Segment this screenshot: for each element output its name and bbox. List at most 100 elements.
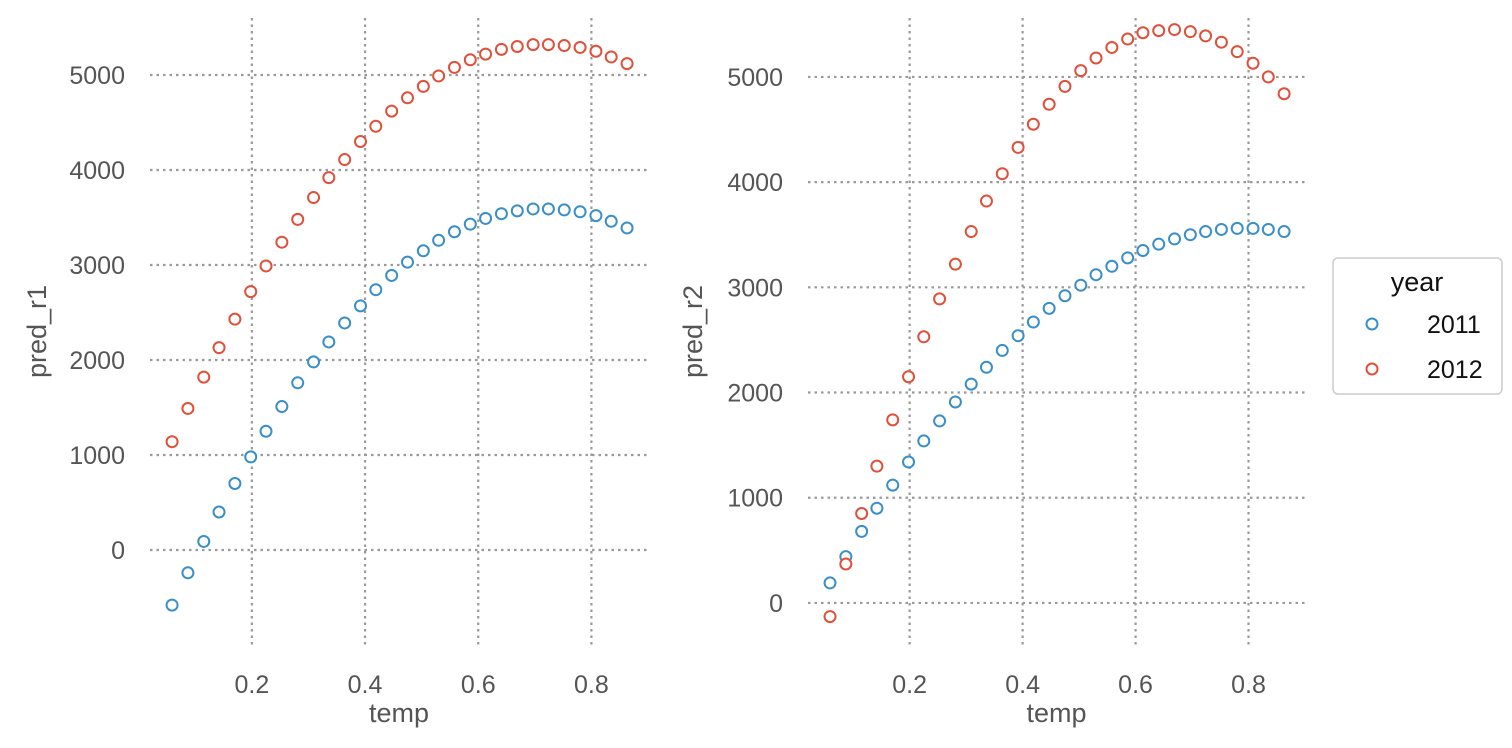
point-2012 bbox=[197, 370, 211, 384]
point-2011 bbox=[510, 204, 524, 218]
y-axis-label: pred_r1 bbox=[22, 285, 52, 378]
point-2011 bbox=[526, 202, 540, 216]
point-2012 bbox=[338, 153, 352, 167]
point-2012 bbox=[1168, 23, 1182, 37]
x-tick-label: 0.2 bbox=[234, 671, 269, 699]
point-2012 bbox=[1183, 25, 1197, 39]
point-2012 bbox=[979, 194, 993, 208]
y-axis-label: pred_r2 bbox=[678, 285, 708, 378]
point-2011 bbox=[604, 214, 618, 228]
point-2011 bbox=[416, 244, 430, 258]
point-2011 bbox=[964, 377, 978, 391]
point-2011 bbox=[1136, 243, 1150, 257]
y-tick-label: 2000 bbox=[727, 380, 783, 408]
point-2011 bbox=[855, 524, 869, 538]
point-2012 bbox=[181, 401, 195, 415]
point-2011 bbox=[228, 477, 242, 490]
point-2012 bbox=[1152, 24, 1166, 38]
point-2012 bbox=[165, 435, 179, 449]
y-tick-label: 4000 bbox=[727, 169, 783, 197]
point-2012 bbox=[1074, 64, 1088, 78]
point-2012 bbox=[573, 40, 587, 54]
left-scatter-panel: 0 1000 2000 3000 4000 5000 0.2 0.4 0.6 0.8 temp pre… bbox=[22, 18, 648, 728]
point-2011 bbox=[933, 414, 947, 428]
point-2011 bbox=[1042, 301, 1056, 315]
x-axis-label: temp bbox=[1026, 698, 1086, 728]
x-tick-label: 0.6 bbox=[1118, 671, 1153, 699]
point-2011 bbox=[322, 335, 336, 349]
legend-marker-2011 bbox=[1365, 317, 1379, 331]
point-2012 bbox=[1105, 40, 1119, 54]
point-2012 bbox=[275, 235, 289, 249]
point-2012 bbox=[1277, 87, 1291, 101]
point-2011 bbox=[995, 343, 1009, 357]
point-2011 bbox=[902, 455, 916, 469]
point-2012 bbox=[432, 69, 446, 83]
point-2011 bbox=[354, 299, 368, 313]
point-2011 bbox=[165, 598, 179, 612]
point-2012 bbox=[823, 610, 837, 624]
point-2012 bbox=[1026, 117, 1040, 131]
right-scatter-panel: 0 1000 2000 3000 4000 5000 0.2 0.4 0.6 0.8 temp pre… bbox=[678, 18, 1305, 728]
point-2011 bbox=[1168, 232, 1182, 246]
point-2012 bbox=[948, 257, 962, 271]
point-2011 bbox=[541, 202, 555, 216]
point-2012 bbox=[212, 341, 226, 355]
point-2011 bbox=[823, 576, 837, 590]
point-2011 bbox=[400, 255, 414, 269]
legend: year 2011 2012 bbox=[1332, 257, 1503, 395]
point-2011 bbox=[979, 360, 993, 374]
point-2012 bbox=[886, 413, 900, 427]
point-2011 bbox=[870, 501, 884, 515]
point-2012 bbox=[385, 104, 399, 118]
point-2011 bbox=[447, 225, 461, 239]
point-2012 bbox=[307, 191, 321, 205]
point-2012 bbox=[1230, 45, 1244, 59]
point-2011 bbox=[494, 207, 508, 221]
legend-title: year bbox=[1391, 267, 1444, 297]
point-2012 bbox=[291, 212, 305, 226]
point-2011 bbox=[1121, 251, 1135, 265]
x-tick-label: 0.4 bbox=[348, 671, 383, 699]
point-2011 bbox=[1011, 329, 1025, 343]
legend-marker-2012 bbox=[1365, 362, 1379, 376]
point-2011 bbox=[1230, 221, 1244, 235]
point-2012 bbox=[479, 47, 493, 61]
point-2012 bbox=[322, 171, 336, 185]
point-2012 bbox=[1246, 56, 1260, 70]
point-2012 bbox=[1058, 79, 1072, 93]
point-2012 bbox=[1199, 29, 1213, 43]
point-2012 bbox=[1261, 70, 1275, 84]
point-2012 bbox=[447, 60, 461, 74]
y-tick-label: 1000 bbox=[727, 485, 783, 513]
point-2012 bbox=[839, 557, 853, 571]
point-2011 bbox=[1199, 225, 1213, 239]
y-tick-label: 5000 bbox=[69, 62, 125, 90]
point-2011 bbox=[479, 211, 493, 225]
point-2011 bbox=[369, 283, 383, 297]
point-2012 bbox=[416, 79, 430, 93]
point-2012 bbox=[1214, 35, 1228, 49]
y-tick-label: 1000 bbox=[69, 442, 125, 470]
point-2011 bbox=[1058, 289, 1072, 303]
point-2012 bbox=[244, 285, 258, 299]
point-2012 bbox=[354, 135, 368, 148]
point-2011 bbox=[1105, 259, 1119, 273]
series-2011 bbox=[165, 202, 634, 612]
legend-label-2011: 2011 bbox=[1427, 311, 1481, 339]
point-2012 bbox=[620, 57, 634, 71]
y-tick-label: 2000 bbox=[69, 347, 125, 375]
point-2012 bbox=[917, 330, 931, 344]
point-2012 bbox=[557, 39, 571, 53]
point-2012 bbox=[1042, 97, 1056, 111]
point-2012 bbox=[541, 38, 555, 52]
point-2012 bbox=[964, 225, 978, 239]
point-2011 bbox=[197, 534, 211, 548]
y-tick-label: 3000 bbox=[69, 252, 125, 280]
series-2011 bbox=[823, 221, 1291, 590]
point-2011 bbox=[557, 203, 571, 217]
point-2011 bbox=[338, 316, 352, 330]
point-2012 bbox=[995, 167, 1009, 181]
point-2011 bbox=[1214, 222, 1228, 236]
